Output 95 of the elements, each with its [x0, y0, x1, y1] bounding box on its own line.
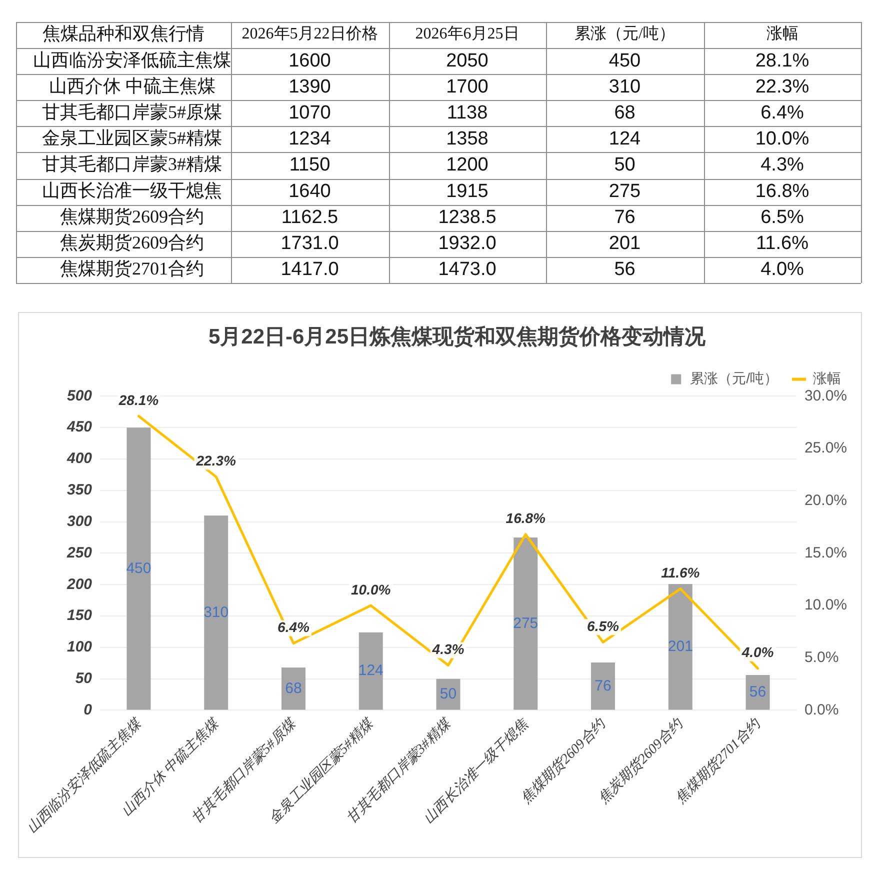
data-label: 4.0%	[760, 259, 804, 280]
data-label: 1358	[446, 128, 488, 150]
y2-tick-label: 25.0%	[804, 440, 848, 457]
data-label: 201	[668, 638, 693, 655]
y2-tick-label: 30.0%	[804, 387, 848, 404]
data-label: 56	[614, 259, 636, 280]
y-tick-label: 甘其毛都口岸蒙3#精煤	[42, 154, 222, 174]
data-label: 275	[608, 180, 641, 202]
data-label: 1150	[289, 154, 330, 176]
data-label: 4.3%	[431, 641, 465, 658]
y-tick-label: 450	[66, 418, 93, 436]
data-label: 1417.0	[280, 259, 339, 280]
y-tick-label: 山西临汾安泽低硫主焦煤	[33, 50, 231, 70]
data-label: 11.6%	[661, 564, 700, 581]
data-label: 1138	[446, 102, 488, 124]
y-tick-label: 焦煤期货2609合约	[60, 206, 204, 226]
data-label: 1915	[446, 180, 488, 202]
y-tick-label: 焦煤期货2701合约	[60, 258, 204, 279]
y-axis-title: 焦煤品种和双焦行情	[42, 24, 204, 44]
data-label: 124	[608, 128, 642, 150]
data-label: 1162.5	[281, 206, 338, 228]
data-label: 1238.5	[438, 206, 496, 228]
data-label: 1200	[446, 154, 488, 176]
data-label: 310	[204, 604, 229, 621]
data-label: 76	[614, 206, 636, 228]
legend-label: 涨幅	[813, 370, 841, 386]
bar	[358, 632, 383, 710]
bar	[668, 584, 692, 710]
data-label: 201	[608, 233, 641, 254]
y2-tick-label: 10.0%	[804, 596, 848, 614]
data-label: 4.0%	[740, 644, 774, 660]
data-label: 50	[440, 685, 457, 702]
y-tick-label: 150	[66, 607, 93, 624]
y-tick-label: 100	[66, 638, 93, 656]
y-tick-label: 300	[66, 512, 93, 530]
data-label: 68	[285, 680, 302, 697]
data-label: 1600	[288, 50, 331, 72]
data-label: 1070	[288, 102, 331, 124]
data-label: 16.8%	[506, 510, 546, 526]
y-tick-label: 500	[66, 387, 93, 404]
data-label: 22.3%	[755, 76, 810, 98]
data-label: 1700	[446, 76, 488, 98]
data-label: 22.3%	[195, 452, 236, 469]
y-tick-label: 400	[66, 450, 93, 468]
x-tick-label: 2026年5月22日价格	[242, 26, 378, 43]
y-tick-label: 250	[66, 544, 93, 562]
data-label: 1473.0	[438, 259, 496, 280]
y-tick-label: 0	[84, 701, 93, 718]
data-label: 450	[608, 50, 641, 72]
bar	[281, 668, 306, 710]
data-label: 275	[513, 614, 538, 632]
y-tick-label: 山西介休 中硫主焦煤	[48, 76, 216, 96]
data-label: 28.1%	[118, 392, 160, 408]
data-label: 76	[594, 677, 612, 694]
data-label: 1640	[288, 180, 331, 202]
data-label: 10.0%	[351, 581, 392, 598]
x-tick-label: 累涨（元/吨）	[574, 24, 675, 43]
data-label: 10.0%	[755, 128, 810, 150]
y-tick-label: 甘其毛都口岸蒙5#原煤	[42, 102, 222, 122]
bar	[591, 662, 616, 710]
data-label: 310	[608, 76, 641, 98]
y-tick-label: 焦炭期货2609合约	[60, 232, 204, 253]
y-tick-label: 金泉工业园区蒙5#精煤	[42, 128, 222, 148]
legend-label: 累涨（元/吨）	[690, 370, 778, 386]
bar	[514, 538, 538, 710]
data-label: 1234	[288, 128, 332, 150]
data-label: 28.1%	[755, 50, 810, 72]
x-tick-label: 涨幅	[766, 24, 798, 43]
data-label: 1932.0	[438, 233, 496, 254]
data-label: 124	[358, 662, 384, 680]
data-label: 11.6%	[756, 233, 809, 254]
data-label: 68	[614, 102, 636, 124]
x-tick-label: 2026年6月25日	[415, 26, 520, 43]
data-label: 56	[749, 684, 766, 701]
y-tick-label: 山西长治准一级干熄焦	[42, 180, 222, 200]
bar	[126, 428, 151, 710]
data-label: 6.5%	[587, 618, 620, 634]
chart-title: 5月22日-6月25日炼焦煤现货和双焦期货价格变动情况	[208, 324, 707, 348]
y-tick-label: 200	[66, 576, 93, 593]
data-label: 6.5%	[760, 206, 804, 228]
y-tick-label: 350	[66, 482, 93, 499]
data-label: 1390	[288, 76, 331, 98]
data-label: 1731.0	[280, 233, 339, 254]
data-label: 6.4%	[278, 619, 310, 636]
data-label: 2050	[446, 50, 488, 72]
y2-tick-label: 0.0%	[804, 701, 839, 718]
data-label: 4.3%	[760, 154, 804, 176]
bar	[204, 516, 228, 710]
y-tick-label: 50	[75, 670, 93, 687]
data-label: 16.8%	[755, 180, 810, 202]
data-label: 50	[614, 154, 636, 176]
y2-tick-label: 20.0%	[804, 492, 848, 510]
data-label: 6.4%	[760, 102, 804, 124]
y2-tick-label: 15.0%	[804, 544, 848, 562]
y2-tick-label: 5.0%	[804, 649, 839, 666]
